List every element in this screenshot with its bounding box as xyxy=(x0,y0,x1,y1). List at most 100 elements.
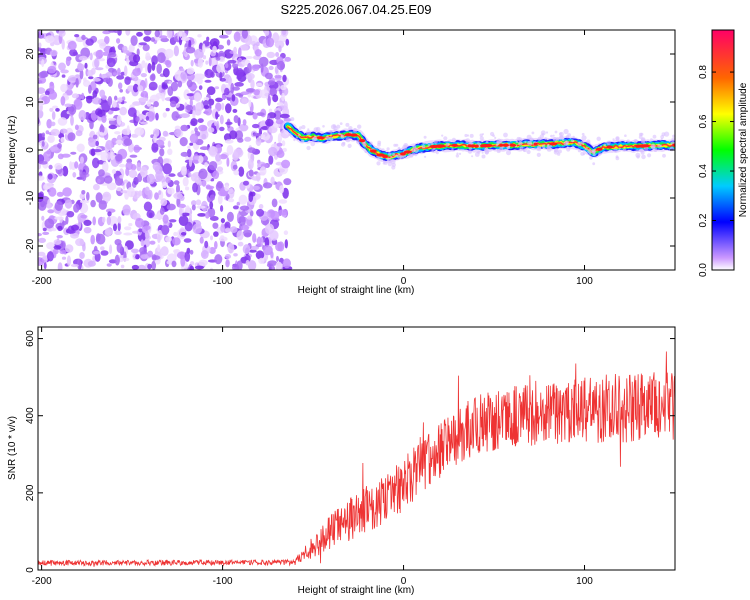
heatmap-cell xyxy=(248,249,257,253)
heatmap-cell xyxy=(284,56,292,62)
heatmap-cell xyxy=(238,47,242,58)
heatmap-cell xyxy=(79,68,84,80)
heatmap-cell xyxy=(198,168,208,180)
heatmap-cell xyxy=(61,256,67,260)
heatmap-cell xyxy=(38,99,45,106)
heatmap-cell xyxy=(208,145,218,156)
heatmap-cell xyxy=(180,255,186,267)
heatmap-cell xyxy=(214,86,220,90)
heatmap-cell xyxy=(50,121,56,127)
heatmap-cell xyxy=(210,235,213,241)
heatmap-cell xyxy=(541,144,546,149)
heatmap-cell xyxy=(640,138,646,144)
heatmap-cell xyxy=(121,96,126,101)
heatmap-cell xyxy=(67,40,77,51)
heatmap-cell xyxy=(238,124,249,132)
heatmap-cell xyxy=(165,236,172,243)
heatmap-cell xyxy=(38,257,45,266)
heatmap-cell xyxy=(137,264,146,270)
heatmap-cell xyxy=(255,137,262,147)
spectrogram-y-tick-label: -20 xyxy=(25,238,36,253)
heatmap-cell xyxy=(233,46,238,55)
spectrogram-y-tick-label: -10 xyxy=(25,190,36,205)
heatmap-cell xyxy=(657,144,661,148)
heatmap-cell xyxy=(496,149,501,154)
heatmap-cell xyxy=(588,153,592,156)
heatmap-cell xyxy=(247,260,257,270)
heatmap-cell xyxy=(267,95,271,107)
heatmap-cell xyxy=(400,152,406,156)
heatmap-cell xyxy=(613,148,618,153)
heatmap-cell xyxy=(54,201,63,211)
spectrogram-y-tick-label: 0 xyxy=(25,147,36,153)
heatmap-cell xyxy=(196,205,206,209)
heatmap-cell xyxy=(133,83,139,93)
heatmap-cell xyxy=(377,142,381,147)
heatmap-cell xyxy=(80,47,91,59)
heatmap-cell xyxy=(414,153,418,157)
heatmap-cell xyxy=(157,52,166,64)
heatmap-cell xyxy=(145,52,151,61)
heatmap-cell xyxy=(241,224,249,231)
heatmap-cell xyxy=(132,54,141,63)
heatmap-cell xyxy=(77,63,85,72)
heatmap-cell xyxy=(224,139,234,144)
heatmap-cell xyxy=(165,177,171,184)
heatmap-cell xyxy=(118,163,126,168)
heatmap-cell xyxy=(603,143,607,147)
heatmap-cell xyxy=(649,138,653,142)
heatmap-cell xyxy=(192,110,196,119)
heatmap-cell xyxy=(261,132,271,141)
heatmap-cell xyxy=(278,45,282,53)
heatmap-cell xyxy=(152,128,160,138)
heatmap-cell xyxy=(282,258,291,269)
heatmap-cell xyxy=(639,148,642,152)
heatmap-cell xyxy=(60,136,65,143)
heatmap-cell xyxy=(191,204,196,211)
snr-x-axis-label: Height of straight line (km) xyxy=(298,585,415,596)
heatmap-cell xyxy=(197,34,202,38)
heatmap-cell xyxy=(159,207,165,215)
heatmap-cell xyxy=(111,46,116,54)
heatmap-cell xyxy=(161,84,169,90)
heatmap-cell xyxy=(301,125,306,130)
heatmap-cell xyxy=(239,205,250,211)
heatmap-cell xyxy=(225,103,232,114)
heatmap-cell xyxy=(194,92,202,102)
heatmap-cell xyxy=(51,111,56,120)
heatmap-cell xyxy=(134,127,145,136)
heatmap-cell xyxy=(146,210,155,219)
heatmap-cell xyxy=(252,132,261,137)
heatmap-cell xyxy=(47,65,57,74)
heatmap-cell xyxy=(95,192,103,203)
heatmap-cell xyxy=(256,41,260,47)
heatmap-cell xyxy=(145,116,150,121)
heatmap-cell xyxy=(554,150,557,153)
heatmap-cell xyxy=(481,151,484,154)
heatmap-cell xyxy=(140,166,148,178)
heatmap-cell xyxy=(310,141,316,147)
heatmap-cell xyxy=(282,30,287,35)
heatmap-cell xyxy=(226,211,234,222)
heatmap-cell xyxy=(342,141,346,145)
heatmap-cell xyxy=(95,140,99,147)
heatmap-cell xyxy=(282,147,287,152)
heatmap-cell xyxy=(78,110,87,121)
heatmap-cell xyxy=(636,155,640,159)
heatmap-cell xyxy=(208,98,215,106)
heatmap-cell xyxy=(432,147,436,151)
heatmap-cell xyxy=(53,175,57,180)
heatmap-cell xyxy=(266,51,276,59)
heatmap-cell xyxy=(345,122,350,127)
heatmap-cell xyxy=(664,131,670,137)
heatmap-cell xyxy=(259,89,269,99)
heatmap-cell xyxy=(117,216,122,224)
heatmap-cell xyxy=(82,243,86,252)
heatmap-cell xyxy=(168,219,177,223)
heatmap-cell xyxy=(41,132,46,138)
heatmap-cell xyxy=(243,180,249,186)
heatmap-cell xyxy=(234,130,244,141)
heatmap-cell xyxy=(100,250,109,256)
heatmap-cell xyxy=(430,142,434,146)
heatmap-cell xyxy=(155,170,164,181)
